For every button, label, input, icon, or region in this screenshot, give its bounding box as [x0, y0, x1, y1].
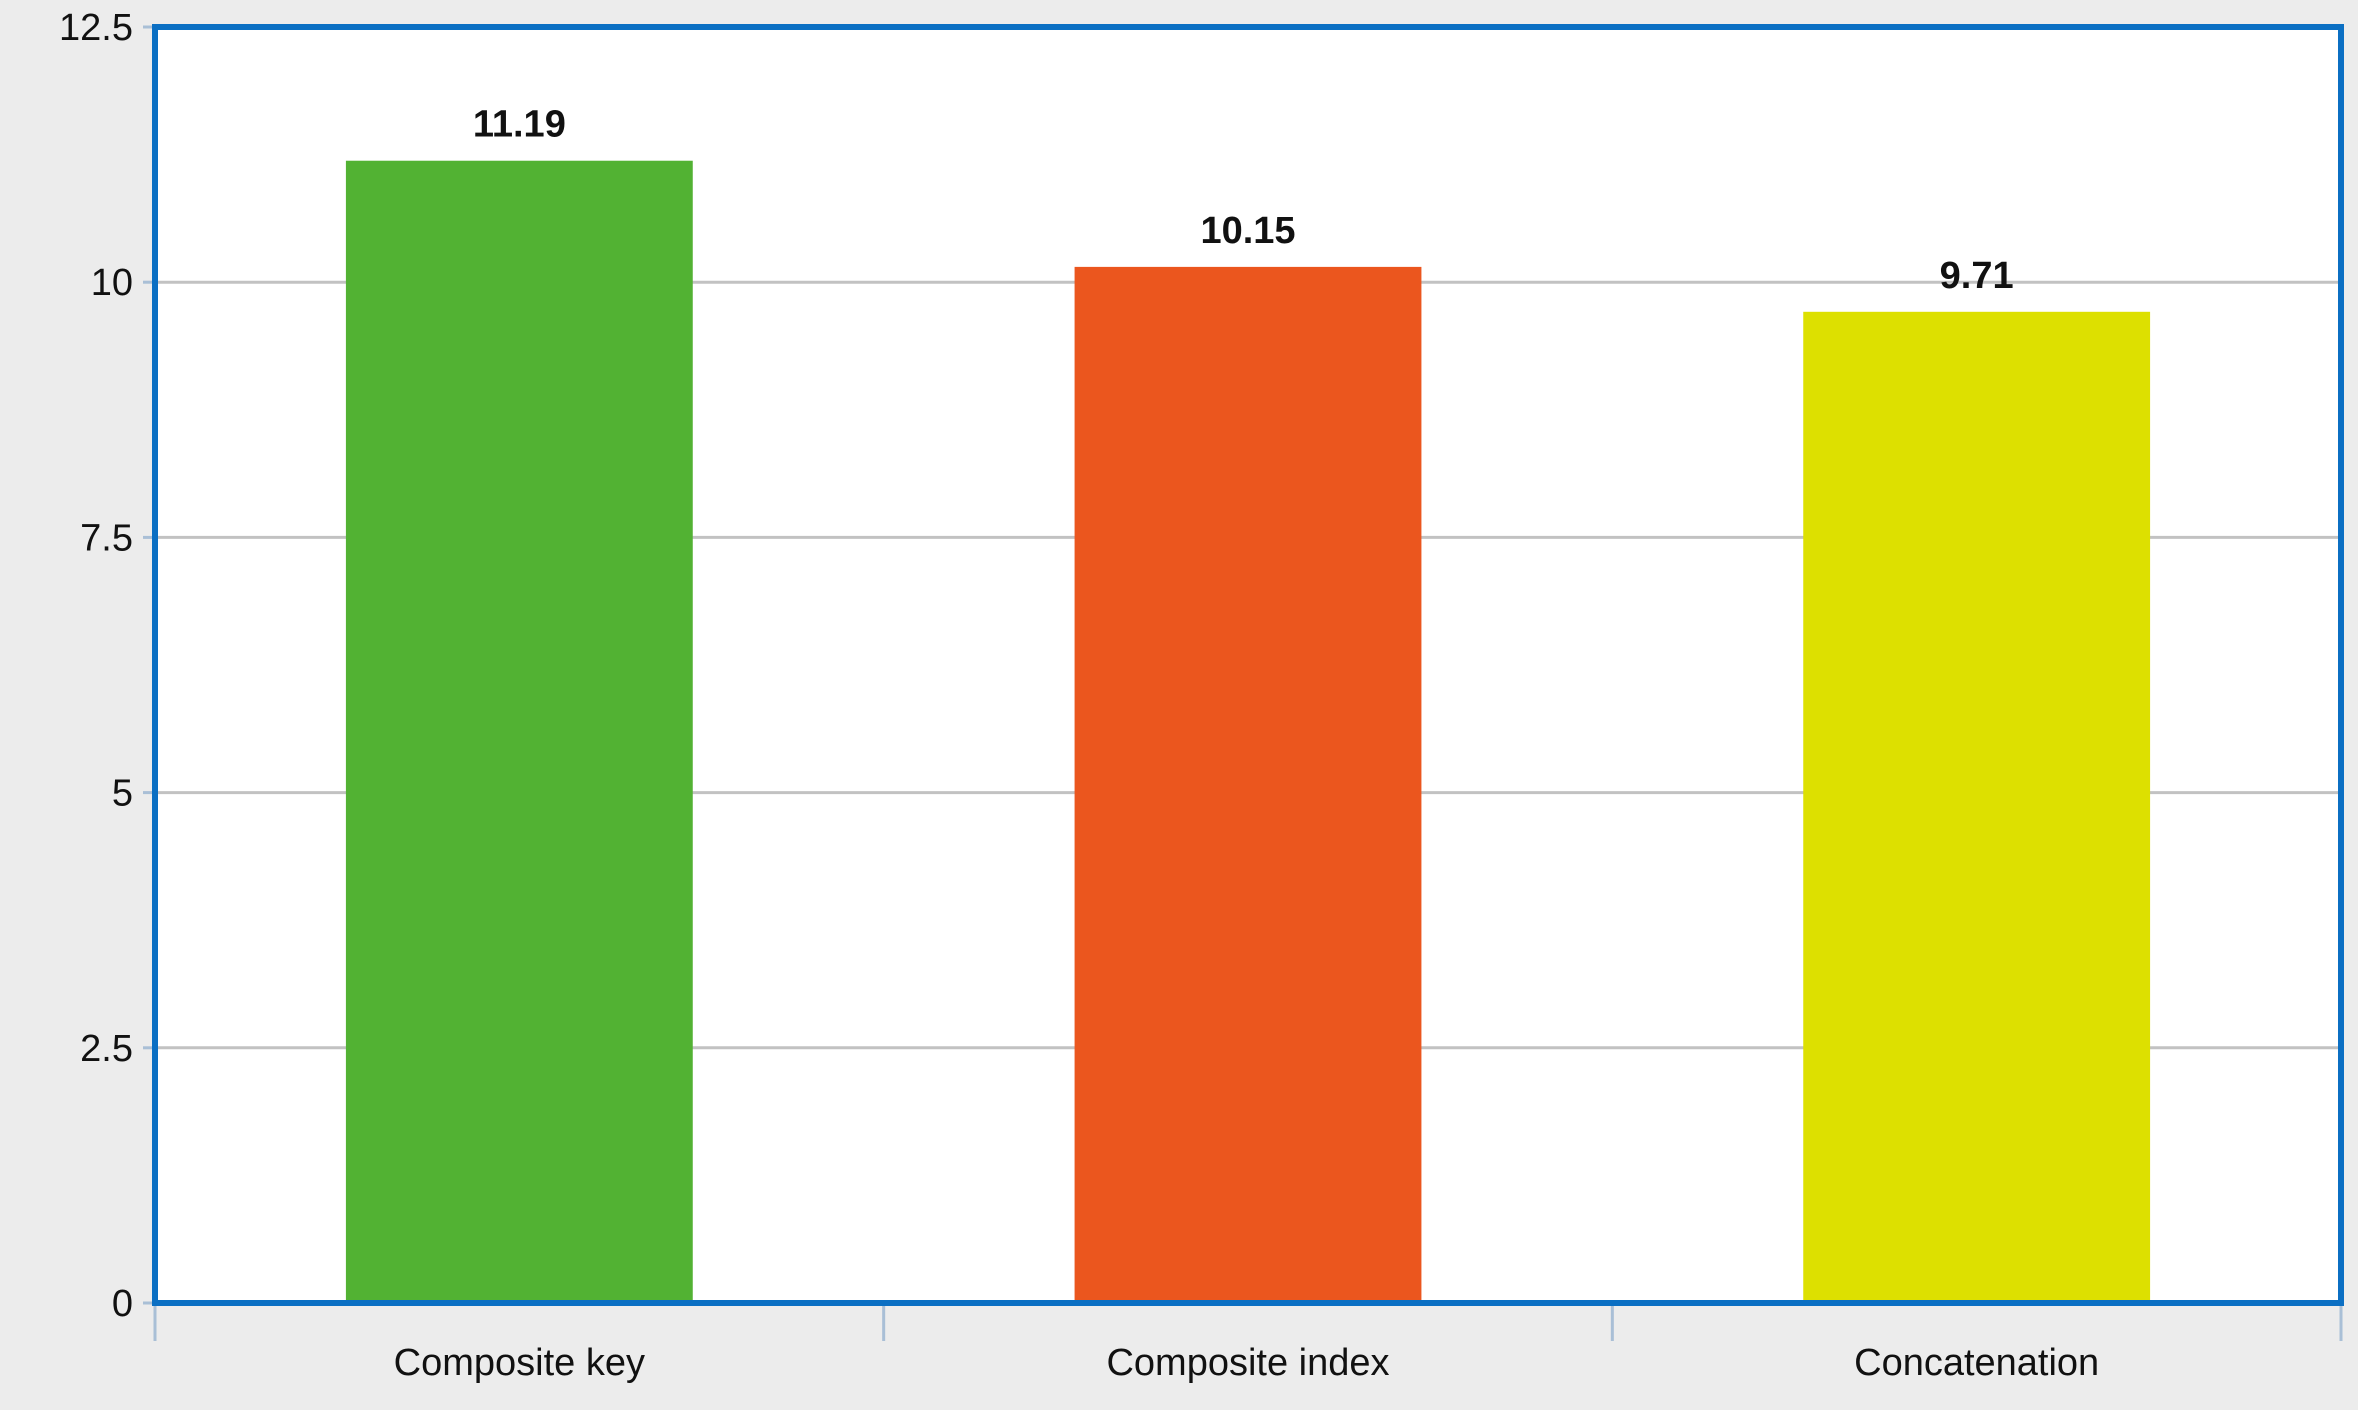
- bar: [345, 160, 693, 1303]
- x-tick-label: Composite index: [1106, 1342, 1389, 1384]
- y-tick-label: 7.5: [80, 517, 133, 559]
- plot-frame: [152, 24, 2344, 1306]
- y-tick-label: 12.5: [59, 7, 133, 49]
- y-tick-label: 2.5: [80, 1028, 133, 1070]
- bar: [1074, 266, 1422, 1304]
- data-label: 9.71: [1940, 255, 2014, 297]
- x-tick-label: Composite key: [394, 1342, 645, 1384]
- y-tick-label: 10: [91, 262, 133, 304]
- y-tick-label: 5: [112, 773, 133, 815]
- bar: [1803, 311, 2151, 1303]
- y-tick-label: 0: [112, 1283, 133, 1325]
- data-label: 11.19: [473, 104, 566, 146]
- data-label: 10.15: [1200, 210, 1295, 252]
- x-tick-label: Concatenation: [1854, 1342, 2099, 1384]
